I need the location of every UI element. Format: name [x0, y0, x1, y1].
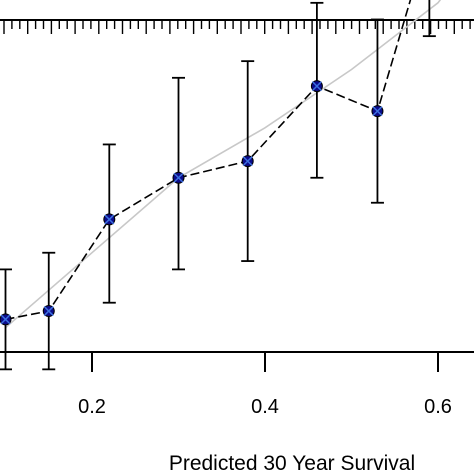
- data-point: [422, 0, 436, 38]
- point-cross: [311, 81, 322, 92]
- x-tick-label: 0.4: [251, 396, 279, 418]
- data-point: [370, 18, 384, 204]
- data-point: [0, 268, 12, 371]
- data-point: [102, 143, 116, 304]
- data-point: [42, 251, 56, 371]
- top-rug: [0, 19, 474, 34]
- point-cross: [104, 214, 115, 225]
- data-point: [172, 76, 185, 271]
- data-point: [241, 60, 255, 262]
- x-axis: 0.2 0.4 0.6: [0, 351, 474, 418]
- x-tick-label: 0.6: [424, 396, 452, 418]
- point-cross: [372, 106, 383, 117]
- x-axis-label: Predicted 30 Year Survival: [169, 452, 415, 474]
- reference-curve: [4, 0, 442, 329]
- x-tick-label: 0.2: [78, 396, 106, 418]
- reference-line: [4, 0, 442, 329]
- point-cross: [43, 306, 54, 317]
- series-line: [5, 0, 412, 321]
- point-cross: [242, 156, 253, 167]
- point-cross: [0, 314, 11, 325]
- calibration-series: [0, 0, 436, 371]
- point-cross: [173, 172, 184, 183]
- data-point: [310, 1, 324, 179]
